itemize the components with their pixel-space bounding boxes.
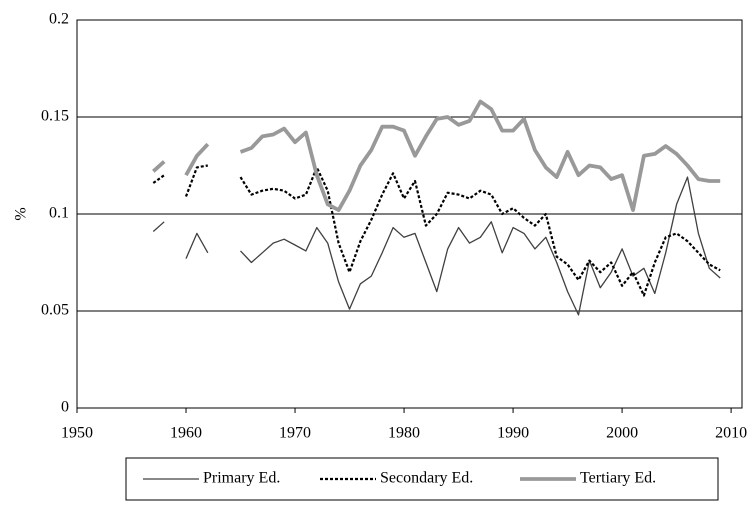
y-tick-label: 0.1 bbox=[49, 205, 69, 222]
x-tick-label: 1960 bbox=[170, 425, 202, 442]
series-line bbox=[152, 176, 721, 316]
legend-label: Secondary Ed. bbox=[380, 470, 473, 487]
y-tick-label: 0.2 bbox=[49, 11, 69, 28]
y-tick-label: 0.05 bbox=[41, 302, 69, 319]
x-tick-label: 1990 bbox=[497, 425, 529, 442]
y-tick-label: 0.15 bbox=[41, 108, 69, 125]
x-tick-label: 1980 bbox=[388, 425, 420, 442]
x-tick-label: 1950 bbox=[61, 425, 93, 442]
x-tick-label: 2010 bbox=[715, 425, 747, 442]
x-tick-label: 1970 bbox=[279, 425, 311, 442]
legend-label: Primary Ed. bbox=[203, 470, 280, 487]
series-line bbox=[152, 99, 721, 212]
legend-label: Tertiary Ed. bbox=[580, 470, 656, 487]
legend-box bbox=[125, 457, 719, 501]
y-tick-label: 0 bbox=[61, 399, 69, 416]
x-tick-label: 2000 bbox=[606, 425, 638, 442]
series-line bbox=[152, 164, 721, 297]
y-axis-label: % bbox=[13, 207, 30, 220]
